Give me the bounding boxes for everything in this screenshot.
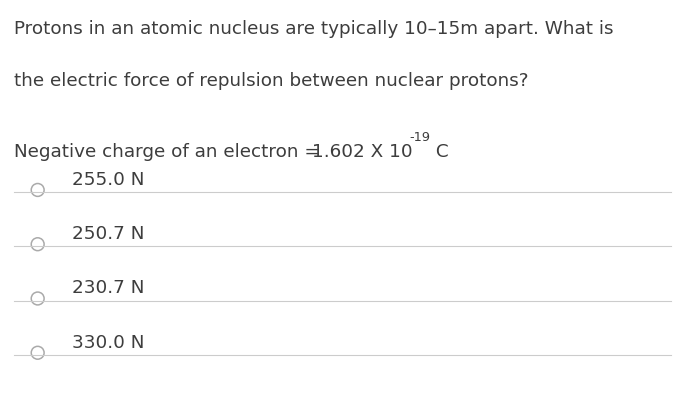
Text: the electric force of repulsion between nuclear protons?: the electric force of repulsion between …	[14, 72, 528, 90]
Text: -19: -19	[410, 131, 431, 144]
Text: 330.0 N: 330.0 N	[72, 333, 145, 351]
Text: 255.0 N: 255.0 N	[72, 170, 145, 188]
Text: 1.602 X 10: 1.602 X 10	[312, 142, 412, 160]
Text: C: C	[430, 142, 449, 160]
Text: Protons in an atomic nucleus are typically 10–15m apart. What is: Protons in an atomic nucleus are typical…	[14, 20, 613, 38]
Text: 230.7 N: 230.7 N	[72, 279, 145, 297]
Text: 250.7 N: 250.7 N	[72, 225, 145, 243]
Text: Negative charge of an electron =: Negative charge of an electron =	[14, 142, 332, 160]
